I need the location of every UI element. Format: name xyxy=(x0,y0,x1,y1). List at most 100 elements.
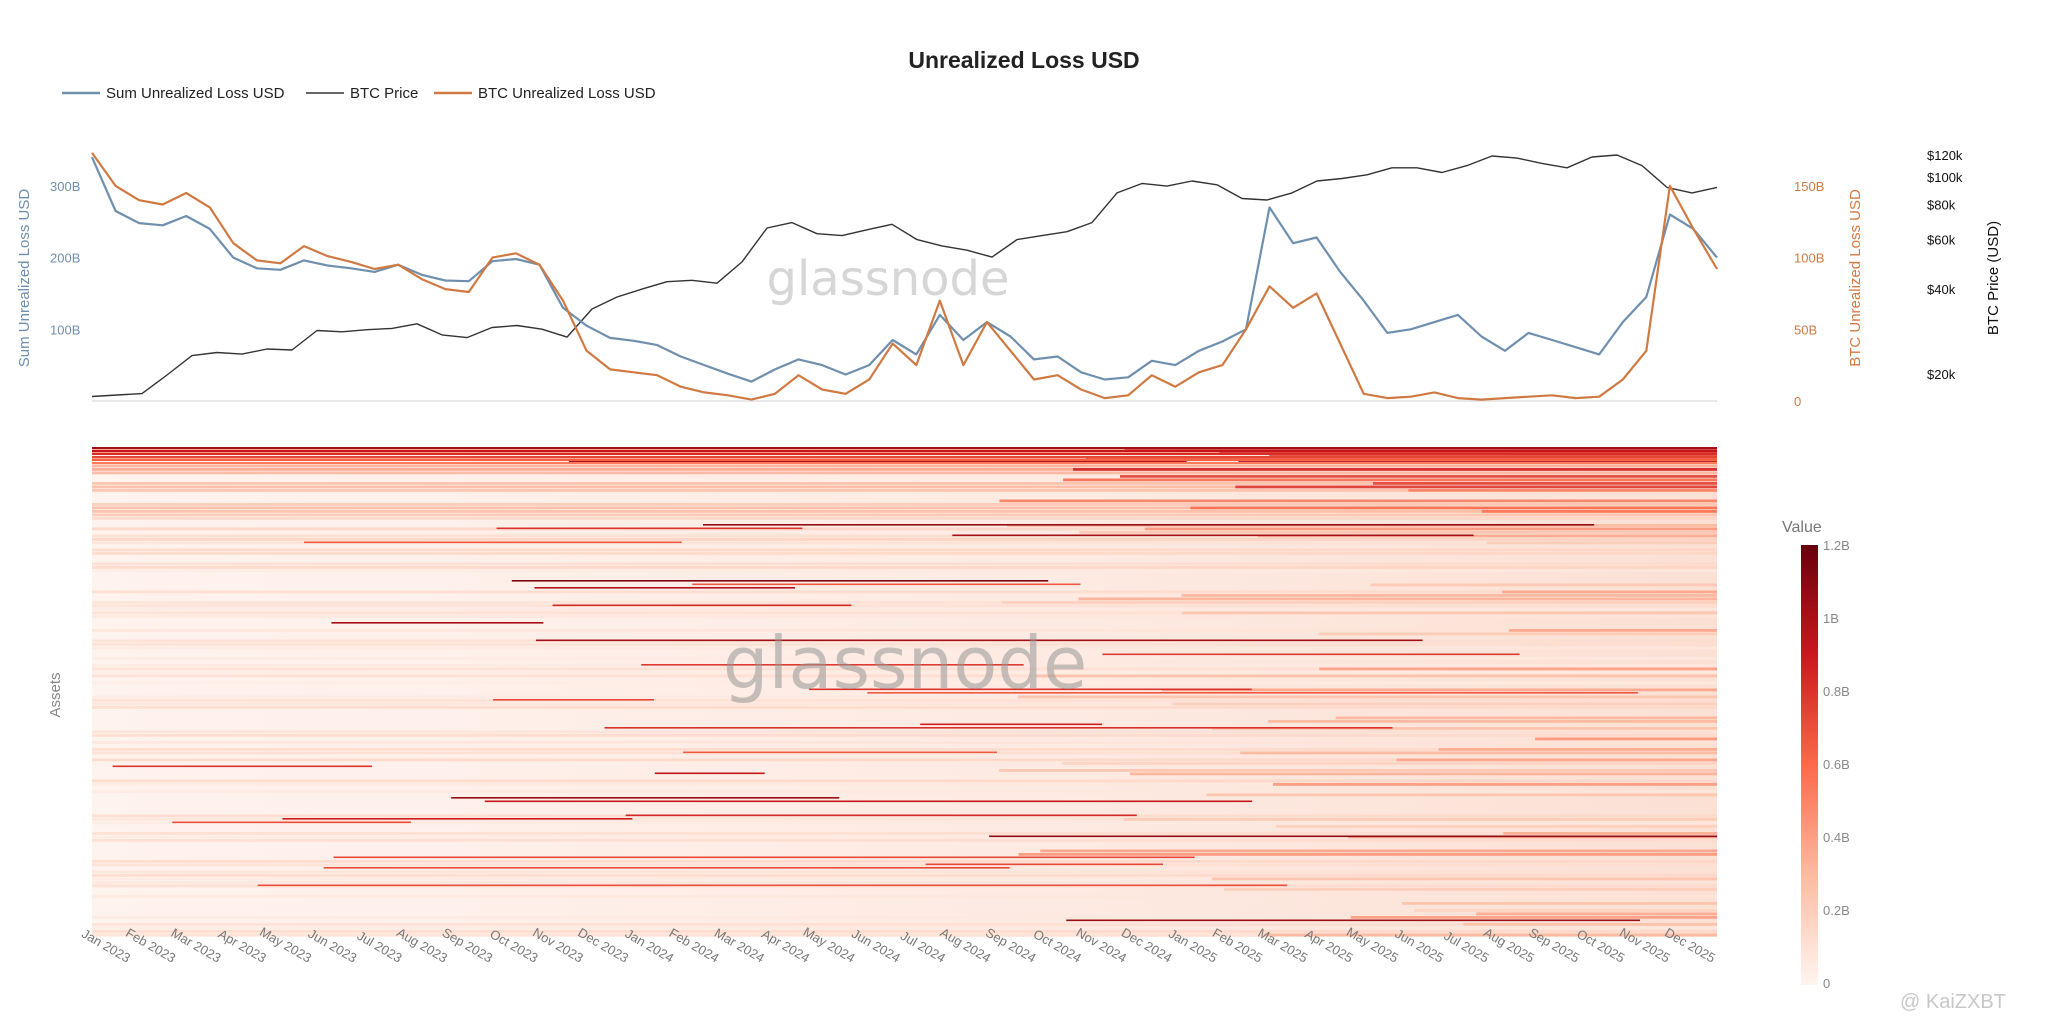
heatmap-row-segment xyxy=(702,524,1595,526)
series-line-btc-price xyxy=(91,154,1718,398)
heatmap-row-segment xyxy=(1035,674,1717,678)
heatmap-row-segment xyxy=(692,583,1081,586)
right-axis-ticks-btc-loss: 0 50B 100B 150B xyxy=(1794,179,1824,409)
colorbar-title: Value xyxy=(1782,519,1822,536)
heatmap-row xyxy=(92,538,1717,541)
heatmap-row-segment xyxy=(1040,849,1717,853)
heatmap-row-segment xyxy=(1102,653,1520,656)
heatmap-row-segment xyxy=(1535,737,1717,741)
heatmap-row xyxy=(92,569,1717,573)
heatmap-row xyxy=(92,534,1717,538)
heatmap-row-segment xyxy=(1318,632,1717,636)
heatmap-row xyxy=(92,923,1717,926)
heatmap-row xyxy=(92,895,1717,898)
legend-item-btc-price[interactable]: BTC Price xyxy=(306,85,418,102)
heatmap-row-segment xyxy=(1172,702,1717,706)
heatmap-row xyxy=(92,874,1717,877)
heatmap-row-segment xyxy=(1438,748,1717,751)
heatmap-row xyxy=(92,510,1717,513)
heatmap-row xyxy=(92,926,1717,930)
heatmap-row-segment xyxy=(1078,597,1717,601)
legend-item-sum[interactable]: Sum Unrealized Loss USD xyxy=(62,85,285,102)
heatmap-row-segment xyxy=(1263,933,1717,937)
heatmap-row xyxy=(92,629,1717,632)
heatmap-row xyxy=(92,734,1717,737)
heatmap-row-segment xyxy=(1001,601,1717,604)
heatmap-row xyxy=(92,870,1717,874)
heatmap-row-segment xyxy=(535,639,1423,642)
heatmap-row-segment xyxy=(552,604,852,607)
heatmap-row xyxy=(92,453,1717,455)
heatmap-row xyxy=(92,930,1717,933)
legend: Sum Unrealized Loss USD BTC Price BTC Un… xyxy=(62,85,656,102)
heatmap-row-segment xyxy=(1350,916,1717,919)
heatmap-row xyxy=(92,933,1717,937)
heatmap-row xyxy=(92,741,1717,744)
heatmap-row-segment xyxy=(1503,832,1717,835)
heatmap-row xyxy=(92,513,1717,517)
colorbar-ticks: 0 0.2B 0.4B 0.6B 0.8B 1B 1.2B xyxy=(1823,538,1850,991)
heatmap-row-segment xyxy=(1085,457,1717,461)
heatmap-row-segment xyxy=(331,622,544,624)
heatmap-row-segment xyxy=(925,863,1164,866)
heatmap-row-segment xyxy=(1018,695,1717,699)
heatmap-row-segment xyxy=(484,800,1253,803)
heatmap-row-segment xyxy=(257,884,1288,887)
right-axis-title-btc-loss: BTC Unrealized Loss USD xyxy=(1847,189,1864,367)
heatmap-row xyxy=(92,447,1717,449)
heatmap-row-segment xyxy=(323,867,1010,869)
left-tick-label: 200B xyxy=(50,251,80,266)
heatmap-row xyxy=(92,590,1717,594)
heatmap-row-segment xyxy=(496,527,803,530)
watermark-top: glassnode xyxy=(766,251,1009,307)
heatmap-row xyxy=(92,730,1717,734)
heatmap-row xyxy=(92,835,1717,839)
heatmap-row-segment xyxy=(1273,783,1717,786)
heatmap-row-segment xyxy=(1269,454,1717,457)
heatmap-row xyxy=(92,471,1717,475)
heatmap-row-segment xyxy=(1335,716,1717,720)
heatmap-row xyxy=(92,503,1717,506)
heatmap-row-segment xyxy=(1401,902,1717,905)
heatmap-row-segment xyxy=(641,664,1024,666)
series-line-sum-unrealized-loss-usd xyxy=(90,156,1718,383)
heatmap-row xyxy=(92,863,1717,867)
heatmap-row-segment xyxy=(1144,527,1717,531)
heatmap-row xyxy=(92,517,1717,520)
legend-item-btc-loss[interactable]: BTC Unrealized Loss USD xyxy=(434,85,656,102)
heatmap-row-segment xyxy=(112,765,373,768)
right-tick-label-btc-price: $60k xyxy=(1927,233,1956,248)
heatmap-row-segment xyxy=(1509,629,1717,632)
heatmap-row-segment xyxy=(999,499,1717,503)
left-tick-label: 100B xyxy=(50,322,80,337)
heatmap-row-segment xyxy=(1463,923,1717,926)
colorbar-tick-label: 0.4B xyxy=(1823,830,1850,845)
heatmap-row xyxy=(92,706,1717,709)
heatmap-row xyxy=(92,489,1717,492)
right-tick-label-btc-loss: 150B xyxy=(1794,179,1824,194)
right-tick-label-btc-loss: 50B xyxy=(1794,322,1817,337)
heatmap-row xyxy=(92,646,1717,650)
heatmap-row-segment xyxy=(654,772,765,775)
heatmap-row xyxy=(92,482,1717,485)
heatmap-row-segment xyxy=(1212,877,1717,881)
heatmap-row-segment xyxy=(1486,541,1717,545)
heatmap-row-segment xyxy=(867,692,1639,694)
heatmap-row xyxy=(92,674,1717,678)
heatmap-row-segment xyxy=(604,727,1393,729)
heatmap-row-segment xyxy=(534,587,796,589)
heatmap-row xyxy=(92,462,1717,464)
heatmap-row-segment xyxy=(1181,611,1717,615)
heatmap-row-segment xyxy=(1190,506,1717,510)
heatmap-row xyxy=(92,485,1717,489)
heatmap-y-axis-title: Assets xyxy=(47,672,64,717)
heatmap-row xyxy=(92,601,1717,604)
credit-watermark: @ KaiZXBT xyxy=(1900,991,2006,1013)
heatmap-row xyxy=(92,916,1717,919)
heatmap-row-segment xyxy=(1181,594,1717,597)
heatmap-row-segment xyxy=(303,541,682,544)
heatmap-row-segment xyxy=(952,534,1474,537)
heatmap-row-segment xyxy=(1206,793,1717,797)
legend-label-btc-loss: BTC Unrealized Loss USD xyxy=(478,85,656,102)
right-tick-label-btc-price: $100k xyxy=(1927,170,1963,185)
